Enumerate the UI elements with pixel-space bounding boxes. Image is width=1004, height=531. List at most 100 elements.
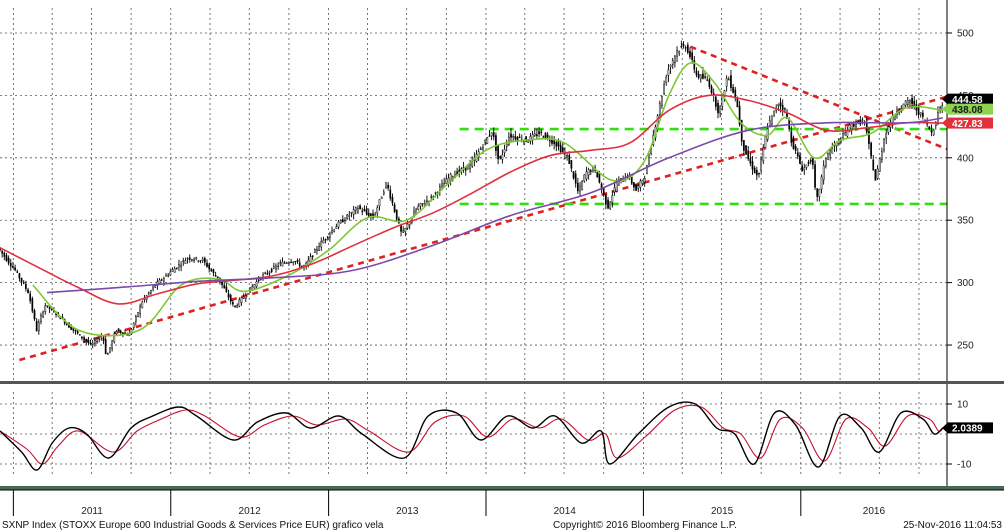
year-tick-label: 2014 bbox=[554, 506, 577, 517]
price-tick-label: 400 bbox=[957, 153, 974, 164]
candle-body bbox=[419, 203, 422, 207]
candle-body bbox=[540, 131, 543, 133]
candle-body bbox=[579, 185, 581, 192]
candle-body bbox=[555, 142, 558, 147]
candle-body bbox=[400, 224, 402, 232]
candle-body bbox=[676, 50, 678, 57]
candle-body bbox=[596, 171, 599, 178]
candle-body bbox=[807, 161, 810, 164]
candle-body bbox=[747, 150, 750, 160]
candle-body bbox=[221, 281, 223, 286]
candle-body bbox=[78, 334, 81, 336]
candle-body bbox=[745, 145, 747, 155]
candle-body bbox=[926, 123, 929, 125]
candle-body bbox=[115, 331, 118, 335]
oscillator-panel-grid bbox=[0, 392, 947, 476]
candle-body bbox=[758, 172, 760, 175]
candle-body bbox=[630, 176, 633, 184]
candle-body bbox=[406, 223, 409, 229]
candle-body bbox=[363, 208, 366, 212]
candle-body bbox=[611, 195, 614, 203]
candle-body bbox=[147, 292, 150, 295]
candle-body bbox=[83, 337, 85, 340]
candle-body bbox=[719, 105, 722, 114]
candle-body bbox=[874, 169, 877, 181]
price-tick-label: 350 bbox=[957, 216, 974, 227]
candle-body bbox=[98, 338, 101, 340]
candle-body bbox=[197, 260, 200, 262]
candle-body bbox=[430, 196, 433, 198]
candle-body bbox=[605, 194, 607, 205]
candlestick-series bbox=[0, 40, 944, 355]
candle-body bbox=[902, 103, 905, 109]
candle-body bbox=[292, 261, 295, 263]
candle-body bbox=[20, 277, 23, 282]
candle-body bbox=[667, 69, 670, 76]
candle-body bbox=[635, 184, 637, 191]
candle-body bbox=[805, 164, 808, 168]
candle-body bbox=[809, 159, 812, 163]
last-value-pointer bbox=[942, 103, 948, 115]
moving-average-mid-line bbox=[0, 94, 943, 305]
candle-body bbox=[577, 182, 579, 192]
candle-body bbox=[111, 340, 113, 349]
candle-body bbox=[298, 262, 301, 267]
year-tick-label: 2012 bbox=[239, 506, 262, 517]
candle-body bbox=[175, 267, 178, 269]
candle-body bbox=[665, 76, 668, 83]
candle-body bbox=[268, 271, 271, 274]
candle-body bbox=[600, 183, 603, 190]
candle-body bbox=[346, 214, 348, 220]
candle-body bbox=[94, 339, 96, 344]
oscillator-axis: 10 -10 bbox=[946, 384, 972, 486]
candle-body bbox=[568, 155, 571, 165]
candle-body bbox=[725, 78, 728, 87]
candle-body bbox=[917, 107, 920, 115]
candle-body bbox=[402, 230, 405, 233]
candle-body bbox=[928, 126, 931, 130]
candle-body bbox=[137, 312, 139, 317]
candle-body bbox=[878, 158, 881, 172]
candle-body bbox=[426, 200, 428, 202]
candle-body bbox=[861, 119, 864, 121]
candle-body bbox=[335, 226, 338, 229]
year-tick-label: 2013 bbox=[396, 506, 419, 517]
candle-body bbox=[876, 168, 879, 179]
candle-body bbox=[171, 269, 174, 272]
candle-body bbox=[46, 305, 49, 307]
candle-body bbox=[514, 136, 517, 140]
candle-body bbox=[0, 247, 1, 251]
candle-body bbox=[846, 130, 849, 137]
candle-body bbox=[5, 255, 8, 261]
candle-body bbox=[661, 96, 663, 106]
candle-body bbox=[919, 112, 922, 115]
candle-body bbox=[7, 257, 10, 264]
candle-body bbox=[212, 269, 215, 274]
candle-body bbox=[27, 289, 29, 294]
candle-body bbox=[818, 189, 821, 197]
candle-body bbox=[803, 167, 806, 171]
candle-body bbox=[508, 136, 510, 145]
candle-body bbox=[913, 100, 916, 105]
candle-body bbox=[697, 73, 700, 78]
candle-body bbox=[367, 212, 370, 217]
candle-body bbox=[842, 133, 844, 139]
footer-security-description: SXNP Index (STOXX Europe 600 Industrial … bbox=[2, 520, 384, 531]
candle-body bbox=[290, 261, 292, 264]
candle-body bbox=[637, 185, 640, 189]
candle-body bbox=[911, 97, 913, 105]
candle-body bbox=[214, 275, 217, 277]
candle-body bbox=[488, 135, 491, 137]
candle-body bbox=[316, 249, 318, 251]
candle-body bbox=[339, 220, 342, 224]
candle-body bbox=[883, 139, 885, 151]
candle-body bbox=[693, 60, 696, 70]
candle-body bbox=[872, 159, 875, 171]
candle-body bbox=[33, 310, 36, 320]
last-value-badge bbox=[948, 103, 993, 115]
candle-body bbox=[829, 149, 831, 156]
oscillator-signal-line bbox=[0, 404, 944, 465]
candle-body bbox=[449, 173, 452, 181]
panel-separator bbox=[0, 486, 1004, 490]
